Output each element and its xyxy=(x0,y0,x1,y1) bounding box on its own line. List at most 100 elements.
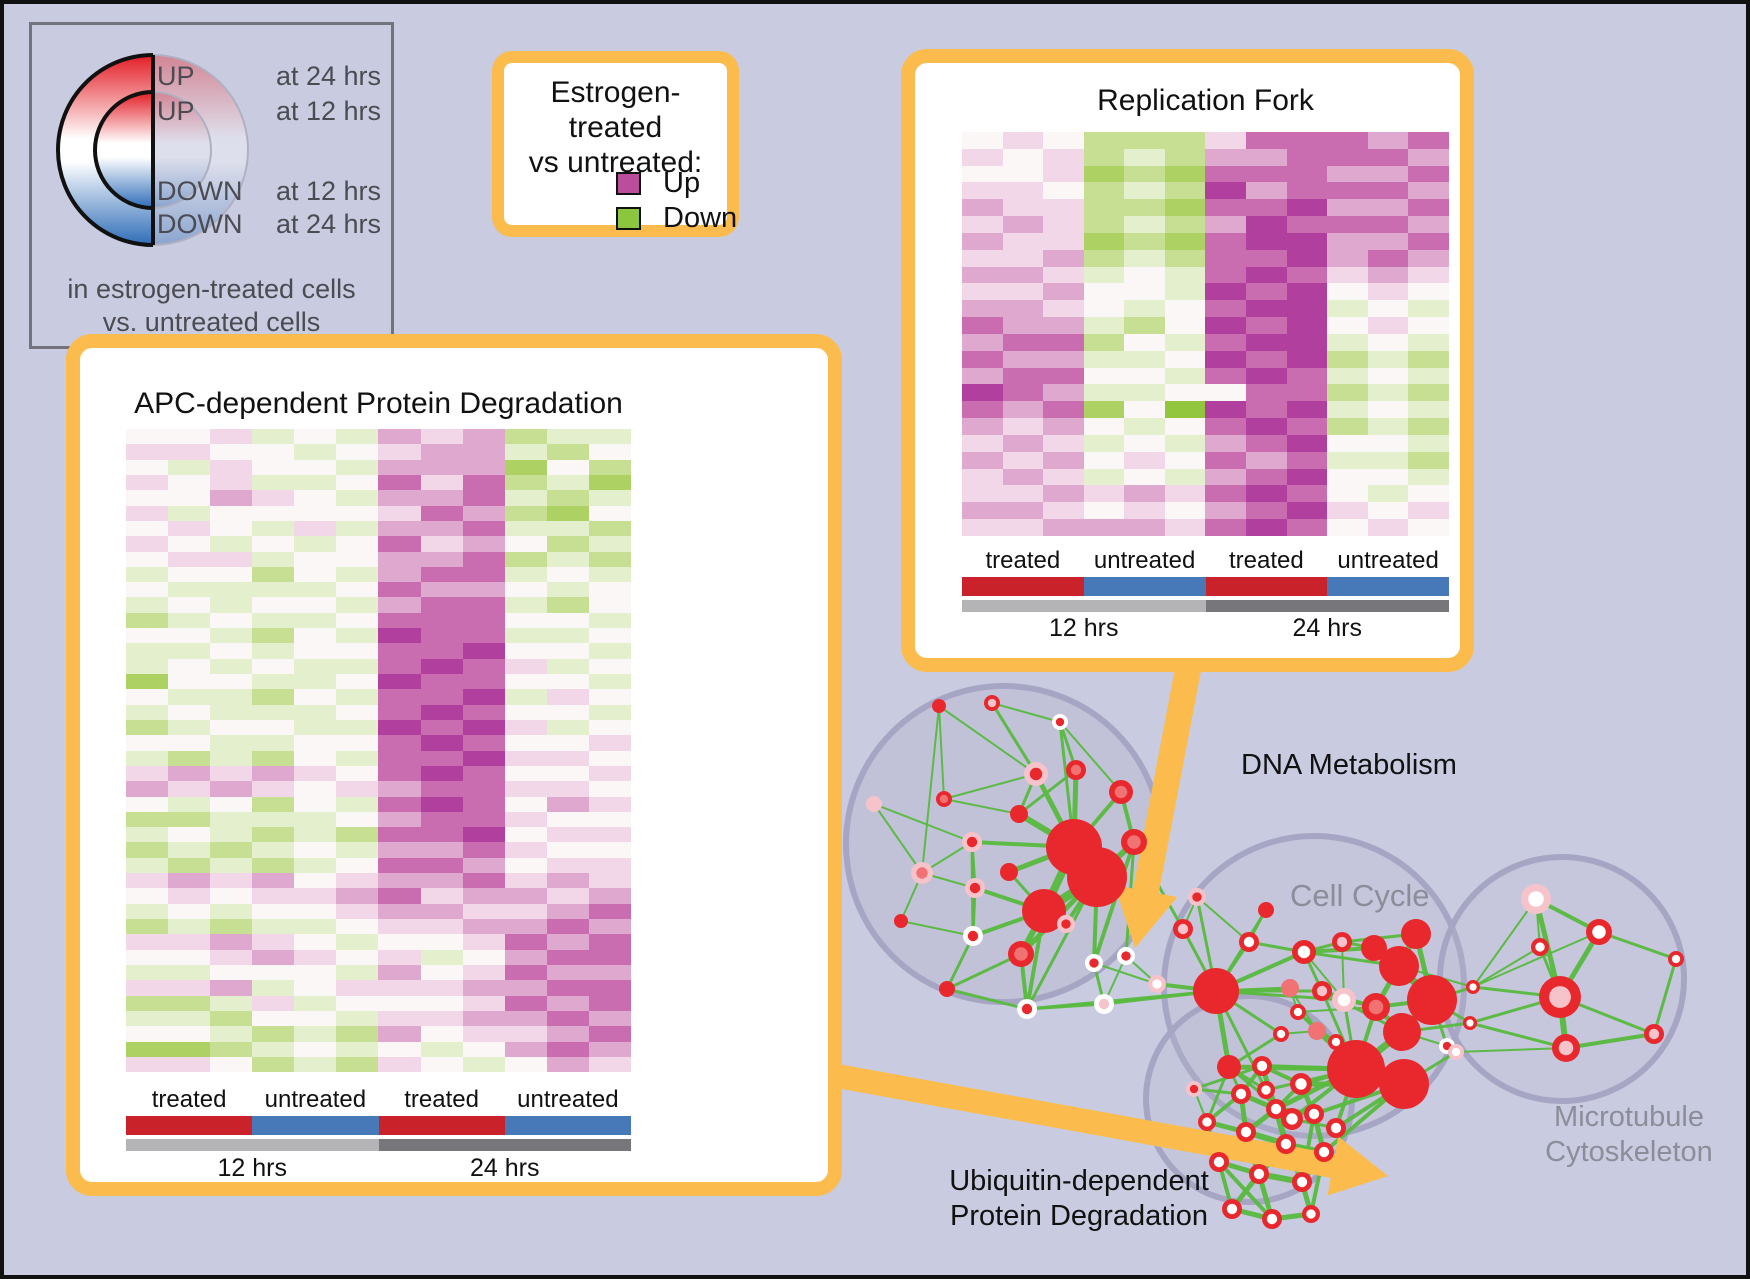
gene-node-core xyxy=(1295,1078,1307,1090)
heatmap-row xyxy=(962,148,1449,166)
heatmap-row xyxy=(126,811,631,828)
gene-node xyxy=(1067,847,1127,907)
heatmap-row xyxy=(126,1010,631,1027)
heatmap-row xyxy=(126,888,631,904)
heatmap-row xyxy=(962,132,1449,149)
time-label: 12 hrs xyxy=(217,1154,287,1182)
gene-node-core xyxy=(1235,1088,1247,1100)
gene-node-core xyxy=(1297,945,1311,959)
heatmap-row xyxy=(126,873,631,889)
heatmap-row xyxy=(126,964,631,981)
cluster-label: Ubiquitin-dependent Protein Degradation xyxy=(949,1165,1209,1232)
concentric-circle-legend-icon xyxy=(56,53,249,247)
heatmap-row xyxy=(126,520,631,537)
heatmap-row xyxy=(126,612,631,629)
network-edge xyxy=(1472,931,1600,988)
network-edge xyxy=(1565,1032,1655,1050)
gene-node-core xyxy=(1592,925,1606,939)
gene-node xyxy=(1022,889,1066,933)
time-bar-segment xyxy=(378,1139,631,1151)
gene-node-core xyxy=(1648,1028,1660,1040)
legend-up-12-pos: UP xyxy=(157,96,195,126)
network-edge xyxy=(1472,946,1541,988)
gene-node-core xyxy=(1243,936,1255,948)
gene-node-core xyxy=(1152,979,1162,989)
gene-node-core xyxy=(1189,1084,1199,1094)
network-edge xyxy=(873,803,923,874)
gene-node-core xyxy=(1098,998,1110,1010)
heatmap-row xyxy=(126,949,631,965)
gene-node-core xyxy=(1256,1060,1268,1072)
gene-node-core xyxy=(1021,1003,1033,1015)
heatmap-row xyxy=(962,182,1449,200)
time-bar-segment xyxy=(962,600,1206,612)
updown-title-line1: Estrogen-treated xyxy=(550,76,681,144)
cluster-label: Cell Cycle xyxy=(1290,878,1430,913)
heatmap-row xyxy=(962,266,1449,284)
gene-node-core xyxy=(1671,954,1681,964)
gene-node-core xyxy=(1226,1203,1238,1215)
heatmap-row xyxy=(962,418,1449,435)
gene-node-core xyxy=(1121,951,1131,961)
gene-node-core xyxy=(1308,1108,1320,1120)
network-edge xyxy=(943,773,1037,800)
gene-node xyxy=(1193,968,1239,1014)
treated-bar-segment xyxy=(962,577,1084,596)
heatmap-row xyxy=(126,689,631,705)
cluster-label: Microtubule Cytoskeleton xyxy=(1545,1101,1713,1168)
gene-node-core xyxy=(1213,1156,1225,1168)
gene-node-core xyxy=(939,794,949,804)
condition-label: untreated xyxy=(1337,547,1439,574)
condition-label: untreated xyxy=(264,1086,367,1113)
gene-node xyxy=(1379,946,1419,986)
network-edge xyxy=(990,702,1038,775)
gene-node-core xyxy=(1014,947,1028,961)
heatmap-row xyxy=(126,1041,631,1057)
heatmap-row xyxy=(126,796,631,812)
apc-heatmap xyxy=(126,429,631,1073)
gene-node-core xyxy=(1270,1103,1282,1115)
heatmap-row xyxy=(126,750,631,766)
heatmap-row xyxy=(126,597,631,613)
repfork-time-bar xyxy=(962,600,1449,612)
gene-node-core xyxy=(1293,1007,1303,1017)
gene-node xyxy=(1000,863,1018,881)
heatmap-row xyxy=(126,566,631,583)
gene-node-core xyxy=(916,867,928,879)
heatmap-row xyxy=(962,300,1449,318)
heatmap-row xyxy=(126,995,631,1011)
condition-label: treated xyxy=(151,1086,227,1113)
gene-node xyxy=(1401,919,1431,949)
condition-label: treated xyxy=(1229,547,1304,574)
legend-down-12-pos: DOWN xyxy=(157,176,243,206)
heatmap-row xyxy=(126,674,631,690)
heatmap-row xyxy=(962,468,1449,486)
untreated-bar-segment xyxy=(252,1116,379,1135)
gene-node-core xyxy=(1316,985,1328,997)
time-label: 12 hrs xyxy=(1049,614,1119,642)
gene-node-core xyxy=(1202,1117,1212,1127)
treated-bar-segment xyxy=(1205,577,1328,596)
replication-fork-heatmap xyxy=(962,132,1449,536)
apc-time-labels: 12 hrs 24 hrs xyxy=(126,1154,631,1183)
heatmap-row xyxy=(126,643,631,659)
gene-node-core xyxy=(1558,1040,1574,1056)
time-bar-segment xyxy=(126,1139,379,1151)
annotation-arrow-head xyxy=(1114,885,1178,948)
repfork-time-labels: 12 hrs 24 hrs xyxy=(962,614,1449,643)
legend-item-up: Up xyxy=(616,167,700,200)
apc-panel-title: APC-dependent Protein Degradation xyxy=(134,387,623,420)
heatmap-row xyxy=(126,429,631,445)
annotation-arrow-shaft xyxy=(801,1058,1341,1179)
gene-node-core xyxy=(969,882,981,894)
gene-node-core xyxy=(1330,1122,1342,1134)
gene-node-core xyxy=(1261,1085,1271,1095)
gene-node-core xyxy=(1469,983,1477,991)
network-diagram xyxy=(801,651,1687,1229)
legend-up-12-time: at 12 hrs xyxy=(275,96,381,126)
heatmap-row xyxy=(962,401,1449,419)
condition-label: untreated xyxy=(1093,547,1196,574)
legend-item-down: Down xyxy=(616,202,737,235)
cluster-label: DNA Metabolism xyxy=(1241,749,1457,781)
